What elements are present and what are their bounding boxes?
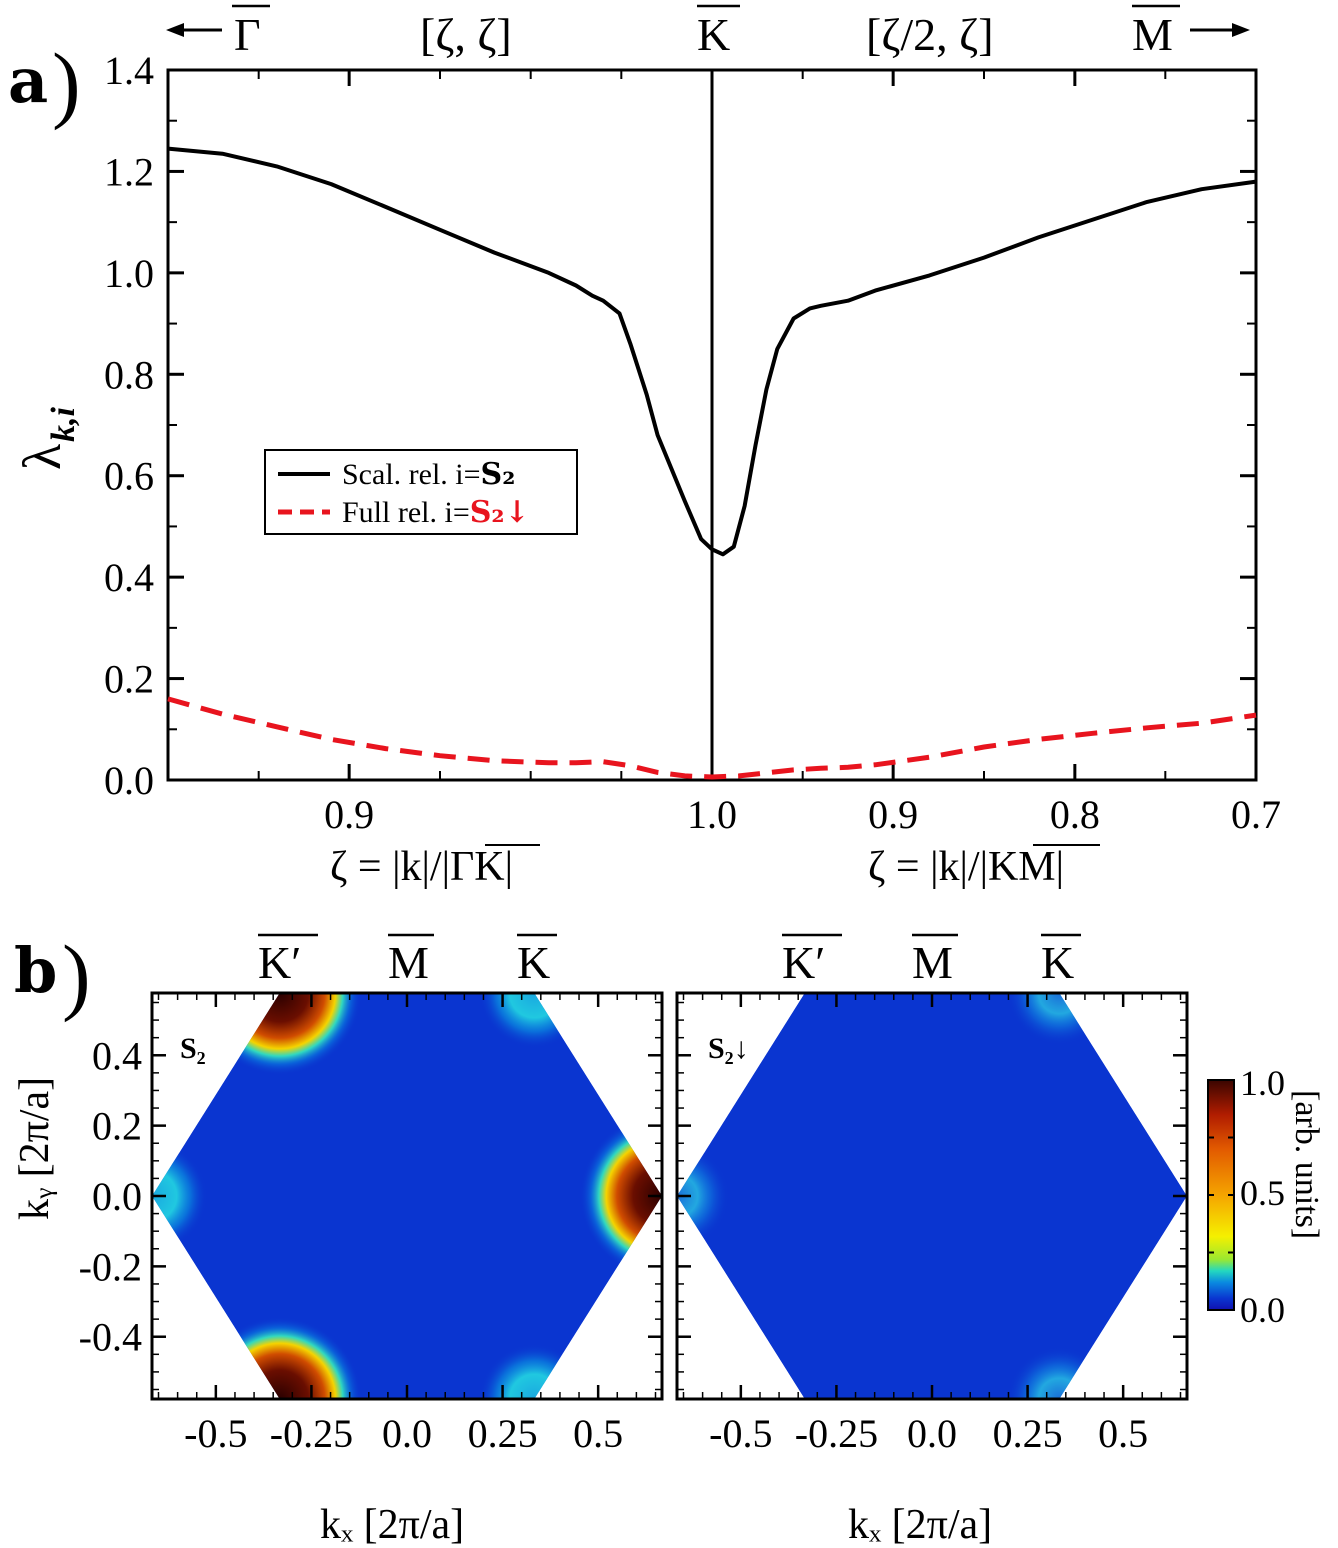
legend-box	[264, 449, 578, 535]
k-label-right: K	[1041, 937, 1074, 988]
xtick-label: 0.8	[1050, 792, 1100, 837]
ylabel-lambda: λ	[12, 444, 72, 470]
m-label-left: M	[388, 937, 429, 988]
ytick-label: 0.4	[104, 555, 154, 600]
map-xtick-label: -0.25	[795, 1411, 878, 1456]
right-arrow-icon	[1232, 23, 1250, 37]
m-label-right: M	[912, 937, 953, 988]
map-label-s2: S₂	[180, 1032, 206, 1065]
heatmap-s2-ticks: -0.5 -0.25 0.0 0.25 0.5 0.4 0.2 0.0 -0.2 -0.4	[79, 993, 662, 1456]
panel-a-top-labels: Γ [ζ, ζ] K [ζ/2, ζ] M	[166, 4, 1250, 60]
ytick-label: 0.8	[104, 352, 154, 397]
map-xtick-label: 0.25	[993, 1411, 1063, 1456]
ytick-label: 0.2	[104, 657, 154, 702]
panel-a-ticks: 0.0 0.2 0.4 0.6 0.8 1.0 1.2 1.4 0.9 1.0 0.9 0.8 0.7	[104, 48, 1281, 837]
map-xtick-label: -0.5	[184, 1411, 247, 1456]
brillouin-zone-s2	[152, 993, 662, 1399]
heatmap-s2-down: -0.5 -0.25 0.0 0.25 0.5 S₂↓	[675, 991, 1189, 1456]
series-scalar-relativistic	[167, 146, 1257, 557]
panel-b-label: b	[14, 934, 57, 1007]
map-xtick-label: 0.0	[907, 1411, 957, 1456]
xlabel-zeta-km: ζ = |k|/|KM|	[868, 844, 1064, 890]
panel-b-xlabel-left: kₓ [2π/a]	[320, 1502, 464, 1548]
panel-a-paren: )	[52, 35, 81, 131]
panel-a-xlabel-left: ζ = |k|/|ΓK|	[330, 844, 540, 890]
kprime-label-left: K′	[258, 937, 301, 988]
map-ytick-label: 0.2	[92, 1104, 142, 1149]
path-label-right: [ζ/2, ζ]	[866, 9, 994, 60]
colorbar-ticks	[1208, 1079, 1234, 1311]
map-xtick-label: 0.5	[1098, 1411, 1148, 1456]
brillouin-zone-s2-down	[677, 993, 1187, 1399]
map-ytick-label: 0.0	[92, 1174, 142, 1219]
map-label-s2-down: S₂↓	[708, 1032, 749, 1065]
ytick-label: 1.0	[104, 251, 154, 296]
ytick-label: 0.6	[104, 454, 154, 499]
map-xtick-label: -0.5	[709, 1411, 772, 1456]
map-xtick-label: 0.25	[468, 1411, 538, 1456]
heatmap-s2-down-clip	[677, 993, 1187, 1399]
colorbar-tick-mid: 0.5	[1240, 1173, 1285, 1213]
ytick-label: 1.2	[104, 149, 154, 194]
map-xtick-label: 0.5	[573, 1411, 623, 1456]
legend-full-text: Full rel. i=S₂↓	[342, 495, 530, 530]
series-full-relativistic	[167, 696, 1257, 780]
map-ytick-label: -0.4	[79, 1315, 142, 1360]
panel-b-paren: )	[62, 927, 91, 1023]
panel-b-ylabel: kᵧ [2π/a]	[12, 1077, 58, 1220]
map-ytick-label: -0.2	[79, 1244, 142, 1289]
map-ytick-label: 0.4	[92, 1033, 142, 1078]
xtick-label: 1.0	[687, 792, 737, 837]
map-xtick-label: 0.0	[382, 1411, 432, 1456]
xtick-label: 0.9	[324, 792, 374, 837]
ytick-label: 0.0	[104, 758, 154, 803]
hotspot	[580, 1114, 662, 1278]
panel-a-label: a	[8, 44, 48, 117]
left-arrow-icon	[166, 23, 184, 37]
panel-b: b ) K′ M K K′ M K -0.5 -0.25 0.0 0.25 0.5 0.4…	[12, 927, 1325, 1548]
colorbar-tick-min: 0.0	[1240, 1290, 1285, 1330]
hotspot	[152, 1141, 207, 1251]
kprime-label-right: K′	[782, 937, 825, 988]
panel-a-xlabel-right: ζ = |k|/|KM|	[868, 844, 1100, 890]
m-point-label: M	[1132, 9, 1173, 60]
heatmap-s2-clip	[152, 993, 662, 1399]
map-xtick-label: -0.25	[270, 1411, 353, 1456]
colorbar-tick-max: 1.0	[1240, 1063, 1285, 1103]
xtick-label: 0.9	[868, 792, 918, 837]
xlabel-zeta-gk: ζ = |k|/|ΓK|	[330, 844, 513, 890]
ytick-label: 1.4	[104, 48, 154, 93]
colorbar-title: [arb. units]	[1288, 1090, 1325, 1239]
panel-a: a ) Γ [ζ, ζ] K [ζ/2, ζ] M 0.00.20.40.60.…	[8, 4, 1281, 890]
colorbar: 1.0 0.5 0.0 [arb. units]	[1207, 1063, 1325, 1330]
k-point-label: K	[697, 9, 730, 60]
xtick-label: 0.7	[1231, 792, 1281, 837]
panel-b-top-labels: K′ M K K′ M K	[258, 933, 1081, 988]
ylabel-subscript: k,i	[45, 407, 82, 443]
gamma-label: Γ	[234, 9, 261, 60]
panel-a-ylabel: λ k,i	[12, 407, 82, 471]
path-label-left: [ζ, ζ]	[420, 9, 512, 60]
legend: Scal. rel. i=S₂ Full rel. i=S₂↓	[264, 449, 578, 535]
panel-b-xlabel-right: kₓ [2π/a]	[848, 1502, 992, 1548]
k-label-left: K	[517, 937, 550, 988]
hotspot	[677, 1144, 729, 1248]
heatmap-s2: -0.5 -0.25 0.0 0.25 0.5 0.4 0.2 0.0 -0.2 -0.4 S₂	[79, 991, 664, 1456]
legend-scalar-text: Scal. rel. i=S₂	[342, 457, 515, 492]
heatmap-s2-down-ticks: -0.5 -0.25 0.0 0.25 0.5	[677, 993, 1187, 1456]
